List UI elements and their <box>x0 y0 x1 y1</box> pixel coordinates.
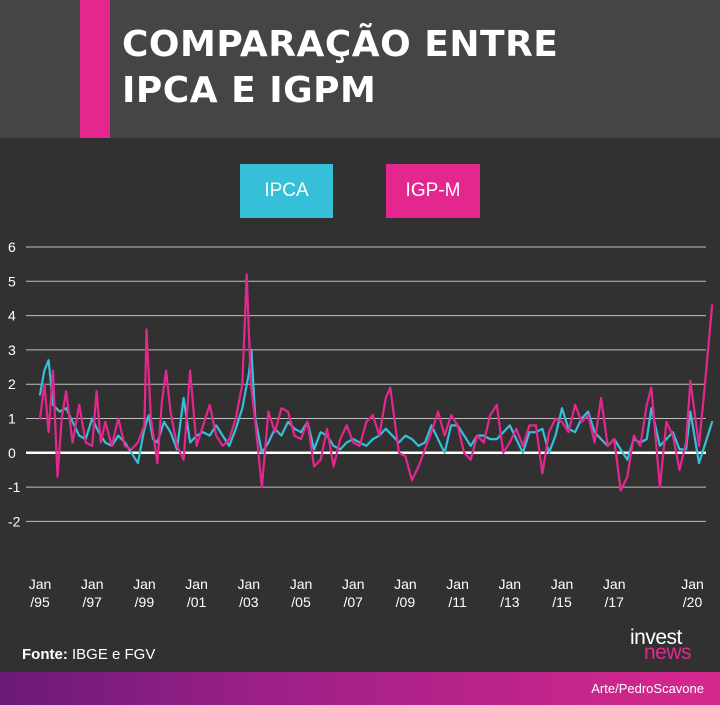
x-tick-label: /03 <box>239 594 259 610</box>
legend-ipca: IPCA <box>240 164 333 218</box>
x-tick-label: /95 <box>30 594 50 610</box>
y-tick-label: 6 <box>8 239 16 255</box>
x-tick-label: Jan <box>290 576 313 592</box>
y-tick-label: -2 <box>8 513 21 529</box>
x-tick-label: /17 <box>604 594 624 610</box>
source-text: IBGE e FGV <box>67 646 156 663</box>
series-group <box>38 273 714 492</box>
x-tick-label: Jan <box>551 576 574 592</box>
y-tick-label: 5 <box>8 273 16 289</box>
y-axis: 6 5 4 3 2 1 0 -1 -2 <box>8 239 21 529</box>
legend-igpm: IGP-M <box>386 164 480 218</box>
x-tick-label: Jan <box>446 576 469 592</box>
x-tick-label: Jan <box>681 576 704 592</box>
x-tick-label: /05 <box>291 594 311 610</box>
y-tick-label: 0 <box>8 445 16 461</box>
y-tick-label: 2 <box>8 376 16 392</box>
y-tick-label: 4 <box>8 308 16 324</box>
x-tick-label: Jan <box>394 576 417 592</box>
x-tick-label: Jan <box>603 576 626 592</box>
series-line-igpm <box>38 273 714 492</box>
investnews-logo: invest news <box>628 626 708 664</box>
title-line-1: COMPARAÇÃO ENTRE <box>122 24 559 65</box>
x-tick-label: Jan <box>238 576 261 592</box>
x-tick-label: Jan <box>81 576 104 592</box>
x-tick-label: /15 <box>552 594 572 610</box>
footer-bar: Arte/PedroScavone <box>0 672 720 705</box>
header-panel <box>0 0 720 138</box>
x-tick-label: /09 <box>396 594 416 610</box>
source-note: Fonte: IBGE e FGV <box>22 646 155 663</box>
x-tick-label: Jan <box>185 576 208 592</box>
x-tick-label: /20 <box>683 594 703 610</box>
x-tick-label: /07 <box>343 594 363 610</box>
legend-igpm-label: IGP-M <box>405 180 461 201</box>
x-tick-label: /97 <box>82 594 102 610</box>
x-tick-label: /01 <box>187 594 207 610</box>
series-line-ipca <box>38 348 714 465</box>
x-tick-label: Jan <box>342 576 365 592</box>
logo-invest-text: invest <box>630 626 682 649</box>
x-tick-label: Jan <box>133 576 156 592</box>
y-tick-label: 1 <box>8 411 16 427</box>
accent-bar <box>80 0 110 138</box>
title-line-2: IPCA E IGPM <box>122 70 377 111</box>
y-tick-label: 3 <box>8 342 16 358</box>
art-credit: Arte/PedroScavone <box>591 681 704 696</box>
x-tick-label: Jan <box>29 576 52 592</box>
source-label: Fonte: <box>22 646 68 663</box>
chart-title: COMPARAÇÃO ENTRE IPCA E IGPM <box>122 22 702 114</box>
x-tick-label: /11 <box>448 594 467 610</box>
logo-news-text: news <box>644 641 692 664</box>
x-tick-label: /99 <box>135 594 155 610</box>
x-axis: Jan/95 Jan/97 Jan/99 Jan/01 Jan/03 Jan/05 Jan /… <box>29 576 704 610</box>
y-tick-label: -1 <box>8 479 21 495</box>
x-tick-label: Jan <box>499 576 522 592</box>
legend-ipca-label: IPCA <box>264 180 309 201</box>
grid <box>26 246 706 522</box>
x-tick-label: /13 <box>500 594 520 610</box>
